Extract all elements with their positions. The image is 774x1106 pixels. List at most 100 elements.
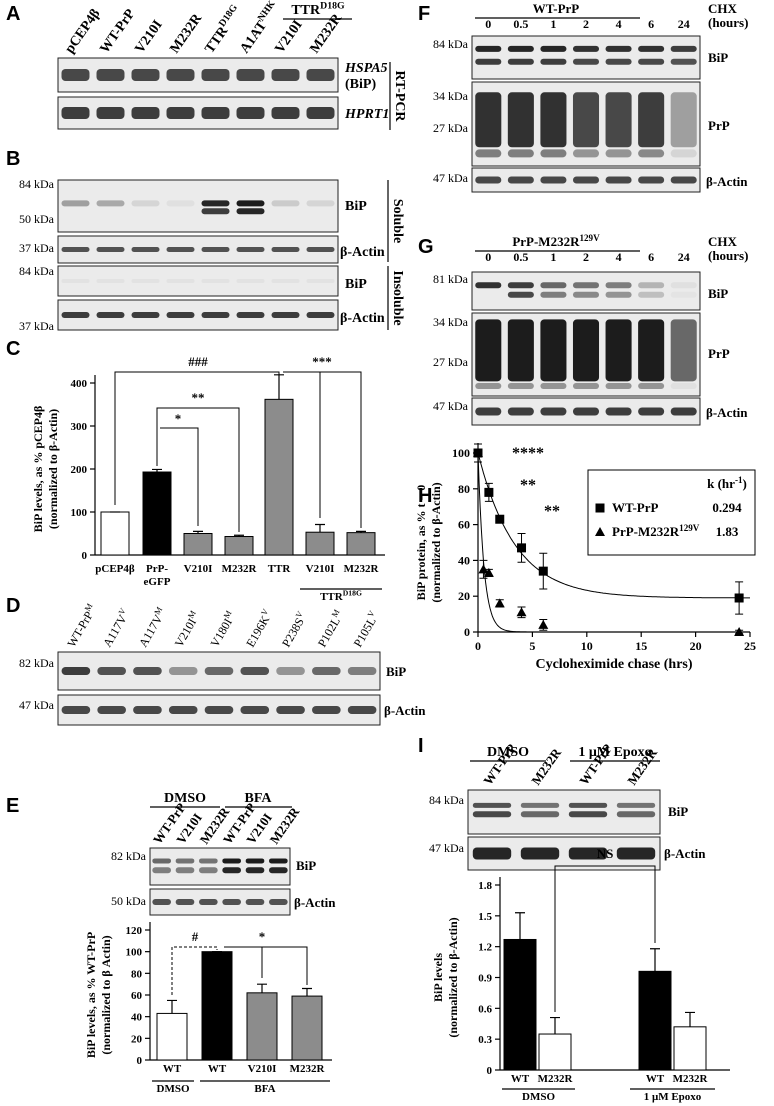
- blot-band: [605, 92, 632, 148]
- blot-band: [166, 200, 195, 207]
- bar: [638, 970, 672, 1071]
- blot-band: [475, 149, 502, 158]
- bracket: [224, 946, 308, 985]
- panel-label: H: [418, 485, 432, 507]
- group-label: DMSO: [157, 1083, 190, 1095]
- lane-label-sup: V: [366, 609, 377, 619]
- lane-label-sup: D18G: [217, 2, 240, 29]
- kda-label: 84 kDa: [19, 177, 55, 191]
- chx-label: (hours): [708, 248, 748, 263]
- time-label: 0: [485, 17, 491, 31]
- blot-band: [61, 279, 90, 283]
- lane-label: V180IM: [207, 609, 239, 650]
- blot-band: [133, 706, 162, 714]
- marker: [734, 627, 745, 636]
- blot-band: [201, 200, 230, 207]
- blot-band: [152, 899, 171, 905]
- kda-label: 47 kDa: [433, 399, 469, 413]
- marker: [484, 487, 494, 497]
- blot-band: [475, 58, 502, 65]
- blot-band: [540, 176, 567, 184]
- lane-label: V210I: [132, 18, 165, 57]
- blot-band: [61, 107, 90, 119]
- blot-band: [507, 92, 534, 148]
- blot-band: [201, 107, 230, 119]
- annotation: ***: [312, 354, 332, 369]
- lane-label: WT-PrP: [64, 609, 96, 650]
- blot-band: [201, 208, 230, 215]
- blot-band: [236, 312, 265, 318]
- blot-band: [540, 291, 567, 298]
- lane-label: A117VM: [135, 605, 169, 650]
- blot-band: [131, 69, 160, 81]
- bar: [224, 536, 254, 556]
- chx-label: CHX: [708, 234, 738, 249]
- legend-title: k (hr-1): [707, 475, 747, 491]
- blot-band: [271, 200, 300, 207]
- y-axis-label: (normalized to β-Actin): [446, 917, 460, 1037]
- blot-band: [175, 858, 195, 864]
- blot-band: [96, 69, 125, 81]
- blot-band: [222, 899, 241, 905]
- blot-band: [572, 383, 600, 390]
- blot-band: [271, 312, 300, 318]
- kda-label: 34 kDa: [433, 315, 469, 329]
- y-tick-label: 100: [452, 446, 470, 460]
- x-tick-label: 15: [635, 639, 647, 653]
- error-bar: [550, 1016, 560, 1035]
- lane-label: M232R: [167, 11, 205, 57]
- legend-label-sup: 129V: [679, 523, 700, 533]
- blot-band: [507, 149, 534, 158]
- blot-band: [166, 69, 195, 81]
- y-tick-label: 200: [71, 464, 88, 476]
- lane-label: M232R: [267, 804, 303, 847]
- x-tick-label: WT: [208, 1063, 227, 1075]
- band-label: BiP: [708, 286, 728, 301]
- blot-band: [236, 69, 265, 81]
- group-label: TTRD18G: [291, 0, 345, 18]
- blot-band: [638, 383, 665, 390]
- error-bar: [193, 530, 203, 534]
- blot-band: [61, 312, 90, 318]
- blot-band: [245, 899, 265, 905]
- error-bar: [234, 534, 244, 537]
- x-tick-label: WT: [163, 1063, 182, 1075]
- y-tick-label: 0: [137, 1055, 143, 1067]
- blot-band: [61, 247, 90, 252]
- blot-band: [472, 802, 512, 808]
- fit-curve: [477, 452, 750, 599]
- blot-band: [271, 69, 300, 81]
- blot-band: [638, 282, 665, 289]
- blot-band: [572, 149, 600, 158]
- side-label: Insoluble: [390, 270, 405, 325]
- time-label: 2: [583, 17, 589, 31]
- blot-band: [475, 383, 502, 390]
- blot-band: [568, 802, 608, 808]
- blot-band: [507, 319, 534, 382]
- y-tick-label: 60: [131, 990, 143, 1002]
- lane-label: P102LM: [314, 607, 347, 649]
- blot-band: [271, 279, 300, 283]
- blot-band: [475, 176, 502, 184]
- legend-value: 1.83: [716, 524, 739, 539]
- blot-band: [605, 291, 632, 298]
- time-label: 24: [678, 250, 690, 264]
- lane-label: V180I: [207, 616, 234, 650]
- y-tick-label: 0: [82, 550, 88, 562]
- error-bar: [650, 948, 660, 972]
- lane-label: V210I: [272, 18, 305, 57]
- blot-band: [475, 45, 502, 52]
- blot-band: [96, 107, 125, 119]
- blot-band: [638, 58, 665, 65]
- band-label: BiP: [708, 50, 728, 65]
- panel-label: G: [418, 236, 434, 258]
- annotation: NS: [597, 846, 614, 861]
- blot-band: [520, 811, 560, 818]
- lane-label-sup: M: [153, 605, 165, 616]
- blot-band: [306, 279, 335, 283]
- blot-band: [97, 667, 126, 675]
- x-tick-label: 20: [690, 639, 702, 653]
- blot-band: [475, 92, 502, 148]
- time-label: 1: [550, 250, 556, 264]
- blot-band: [201, 312, 230, 318]
